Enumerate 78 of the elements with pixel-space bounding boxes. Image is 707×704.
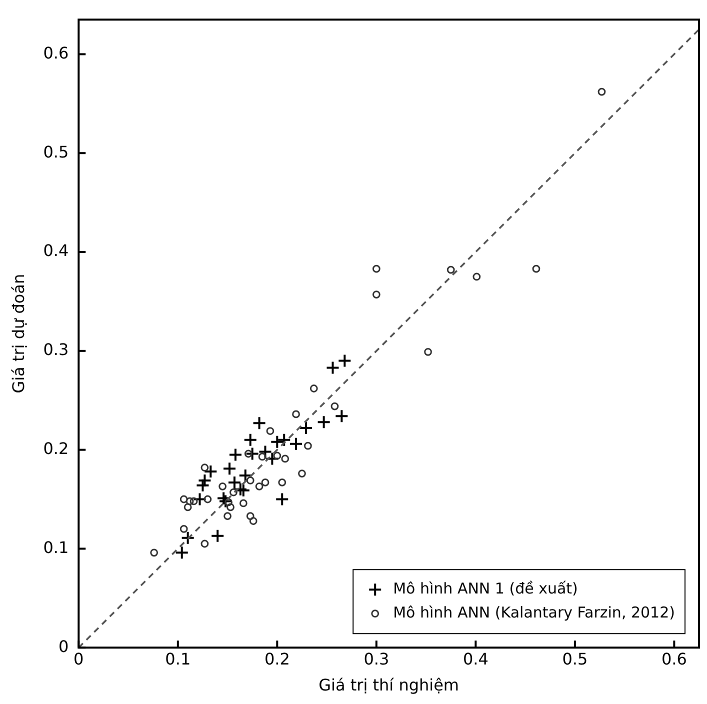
point xyxy=(298,421,313,436)
point xyxy=(532,264,540,273)
point xyxy=(275,492,290,506)
point xyxy=(598,88,606,96)
point xyxy=(277,432,292,447)
point xyxy=(224,498,232,506)
point xyxy=(273,452,282,460)
point xyxy=(222,462,237,476)
point xyxy=(150,548,158,557)
point xyxy=(210,528,225,543)
point xyxy=(184,503,192,512)
point xyxy=(246,476,254,484)
point xyxy=(239,499,248,508)
x-tick-label: 0.4 xyxy=(462,649,488,668)
point xyxy=(266,427,274,435)
x-tick-label: 0.1 xyxy=(165,649,191,668)
point xyxy=(446,266,455,274)
point xyxy=(244,450,252,458)
y-tick-label: 0 xyxy=(58,636,69,656)
point xyxy=(298,470,306,478)
legend-label: Mô hình ANN (Kalantary Farzin, 2012) xyxy=(393,603,676,622)
point xyxy=(200,540,209,548)
point xyxy=(326,360,340,375)
point xyxy=(258,452,266,461)
x-axis-title: Giá trị thí nghiệm xyxy=(318,676,460,695)
x-tick-label: 0.6 xyxy=(661,649,687,668)
point xyxy=(249,517,258,525)
point xyxy=(218,494,233,508)
point xyxy=(218,482,227,490)
y-tick-label: 0.5 xyxy=(43,142,69,162)
point xyxy=(316,415,331,430)
point xyxy=(246,512,254,520)
point xyxy=(186,497,194,506)
point xyxy=(372,264,380,273)
point xyxy=(226,503,234,512)
point xyxy=(424,348,432,356)
point xyxy=(472,272,481,281)
point xyxy=(204,495,212,504)
point xyxy=(289,436,304,451)
point xyxy=(190,497,198,506)
point xyxy=(292,410,300,418)
point xyxy=(174,546,189,560)
point xyxy=(198,473,212,488)
point xyxy=(180,530,195,545)
y-tick-label: 0.6 xyxy=(43,43,69,62)
point xyxy=(243,432,258,447)
point xyxy=(330,402,339,410)
point xyxy=(200,464,209,472)
y-tick-label: 0.3 xyxy=(43,340,69,360)
point xyxy=(252,416,266,430)
x-tick-label: 0 xyxy=(74,649,84,668)
point xyxy=(245,446,260,461)
point xyxy=(228,448,242,462)
point xyxy=(204,464,218,479)
point xyxy=(192,492,207,506)
point xyxy=(180,524,188,533)
y-tick-label: 0.4 xyxy=(43,241,69,260)
point xyxy=(261,478,270,486)
point xyxy=(238,468,252,483)
x-tick-label: 0.5 xyxy=(562,649,588,668)
point xyxy=(372,290,380,298)
y-tick-label: 0.2 xyxy=(43,438,69,458)
point xyxy=(310,384,318,392)
point xyxy=(224,512,232,520)
point xyxy=(338,354,352,368)
x-tick-label: 0.3 xyxy=(364,649,390,668)
point xyxy=(230,488,238,496)
point xyxy=(180,495,188,504)
point xyxy=(334,409,349,424)
point xyxy=(278,478,286,486)
y-tick-label: 0.1 xyxy=(43,538,69,557)
point xyxy=(304,442,312,450)
legend-label: Mô hình ANN 1 (đề xuất) xyxy=(393,579,578,598)
point xyxy=(255,482,264,490)
point xyxy=(270,434,284,449)
y-axis-title: Giá trị dự đoán xyxy=(8,274,28,394)
point xyxy=(281,454,290,463)
x-tick-label: 0.2 xyxy=(264,649,290,668)
